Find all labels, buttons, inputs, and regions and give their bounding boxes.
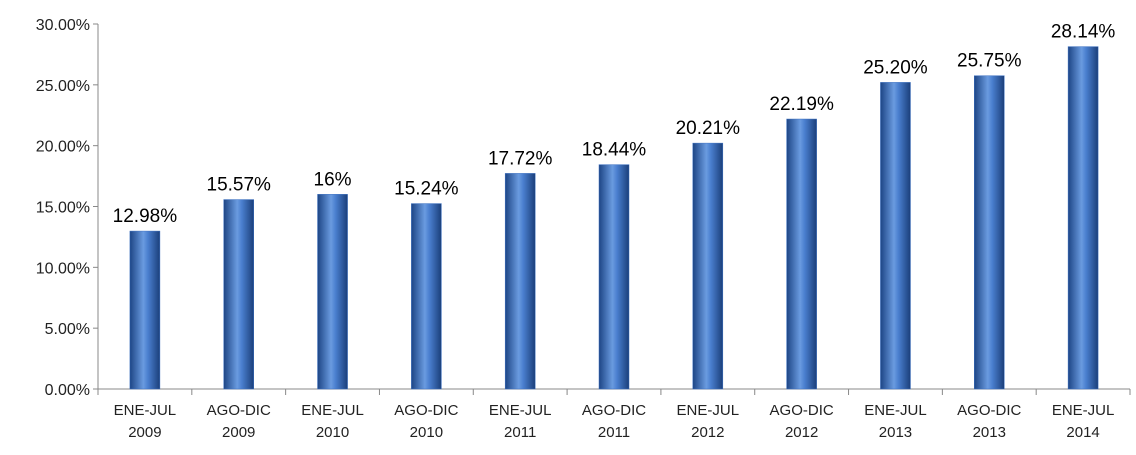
y-tick-label: 15.00% [36,200,90,217]
x-tick-label: AGO-DIC [957,402,1021,419]
x-tick-label: ENE-JUL [301,402,364,419]
bar [692,142,724,390]
data-label: 15.57% [207,175,272,196]
x-tick-label: ENE-JUL [114,402,177,419]
x-tick-label: 2011 [598,424,630,441]
x-tick-label: ENE-JUL [1052,402,1115,419]
bar [974,75,1005,390]
x-tick-label: 2012 [691,424,724,441]
bar [786,118,817,390]
data-label: 20.21% [676,118,741,139]
x-tick-label: 2012 [785,424,818,441]
bar [598,164,630,390]
y-tick-label: 10.00% [36,260,90,277]
x-tick-label: ENE-JUL [677,402,740,419]
x-tick-label: 2013 [879,424,912,441]
data-label: 16% [314,169,352,190]
x-tick-label: 2011 [504,424,536,441]
bar [317,194,348,390]
data-label: 25.20% [863,57,928,78]
data-label: 12.98% [113,206,178,227]
data-label: 28.14% [1051,22,1116,43]
y-tick-label: 0.00% [45,382,90,399]
data-label: 17.72% [488,148,553,169]
bar [129,230,161,390]
x-tick-label: 2009 [222,424,255,441]
x-tick-label: AGO-DIC [770,402,834,419]
x-tick-label: 2010 [410,424,443,441]
x-tick-label: AGO-DIC [394,402,458,419]
x-tick-label: 2009 [128,424,161,441]
data-label: 25.75% [957,51,1022,72]
x-tick-label: 2014 [1066,424,1099,441]
data-label: 18.44% [582,140,647,161]
data-label: 22.19% [769,94,834,115]
bar [504,173,536,390]
x-tick-label: 2013 [973,424,1006,441]
x-tick-label: AGO-DIC [582,402,646,419]
y-tick-label: 20.00% [36,139,90,156]
data-label: 15.24% [394,179,459,200]
x-tick-label: ENE-JUL [489,402,552,419]
y-tick-label: 25.00% [36,78,90,95]
y-tick-label: 30.00% [36,17,90,34]
bar [411,203,442,390]
bar [223,199,254,390]
x-tick-label: 2010 [316,424,349,441]
bar [1067,46,1099,390]
x-tick-label: ENE-JUL [864,402,927,419]
y-tick-label: 5.00% [45,321,90,338]
x-tick-label: AGO-DIC [207,402,271,419]
bar [880,82,911,390]
